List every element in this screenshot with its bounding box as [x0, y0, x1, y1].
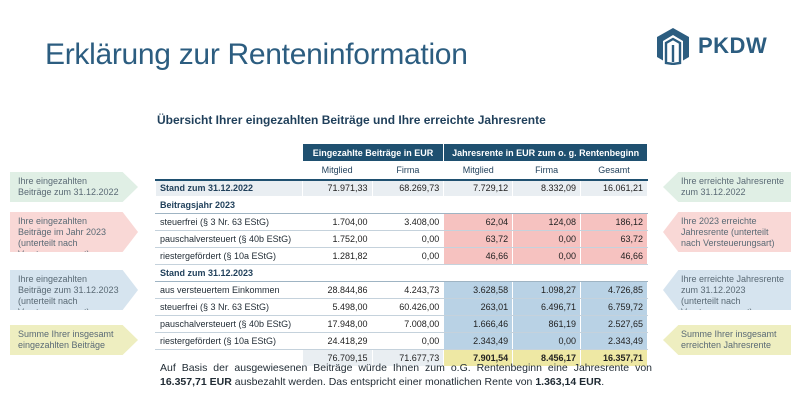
cell-rente-mitglied: 1.666,46 [443, 315, 514, 333]
cell-mitglied: 28.844,86 [301, 281, 373, 299]
table-row: pauschalversteuert (§ 40b EStG) 1.752,00… [155, 230, 648, 248]
cell-mitglied: 5.498,00 [301, 298, 373, 316]
page-title: Erklärung zur Renteninformation [45, 38, 468, 71]
footer-text-2: ausbezahlt werden. Das entspricht einer … [231, 376, 536, 388]
note-right-pension-stand-2023: Ihre erreichte Jahresrente zum 31.12.202… [663, 270, 791, 310]
table-subheader-row: Mitglied Firma Mitglied Firma Gesamt [155, 161, 648, 181]
table-row: steuerfrei (§ 3 Nr. 63 EStG) 5.498,00 60… [155, 298, 648, 316]
note-right-total-pension: Summe Ihrer insgesamt erreichten Jahresr… [663, 325, 791, 355]
cell-rente-mitglied: 263,01 [443, 298, 514, 316]
cell-rente-mitglied: 63,72 [443, 230, 514, 248]
table-row: steuerfrei (§ 3 Nr. 63 EStG) 1.704,00 3.… [155, 213, 648, 231]
cell-rente-mitglied: 62,04 [443, 213, 514, 231]
cell-rente-firma: 124,08 [512, 213, 582, 231]
cell-rente-firma: 0,00 [512, 332, 582, 350]
section-label: Beitragsjahr 2023 [155, 196, 648, 214]
section-label: Stand zum 31.12.2023 [155, 264, 648, 282]
cell-rente-gesamt: 6.759,72 [580, 298, 648, 316]
row-label: steuerfrei (§ 3 Nr. 63 EStG) [155, 298, 303, 316]
table-row-stand-2022: Stand zum 31.12.2022 71.971,33 68.269,73… [155, 179, 648, 197]
table-header-row: Eingezahlte Beiträge in EUR Jahresrente … [155, 143, 648, 162]
cell-rente-mitglied: 7.729,12 [443, 179, 514, 197]
footer-monthly-pension: 1.363,14 EUR [535, 376, 602, 388]
cell-rente-mitglied: 46,66 [443, 247, 514, 265]
subheader-gesamt: Gesamt [580, 161, 648, 181]
table-row: riestergefördert (§ 10a EStG) 1.281,82 0… [155, 247, 648, 265]
cell-firma: 0,00 [371, 230, 445, 248]
cell-rente-firma: 0,00 [512, 247, 582, 265]
footer-annual-pension: 16.357,71 EUR [160, 376, 232, 388]
row-label: aus versteuertem Einkommen [155, 281, 303, 299]
subheader-rente-firma: Firma [512, 161, 582, 181]
cell-rente-gesamt: 4.726,85 [580, 281, 648, 299]
cell-rente-firma: 861,19 [512, 315, 582, 333]
row-label: steuerfrei (§ 3 Nr. 63 EStG) [155, 213, 303, 231]
cell-firma: 0,00 [371, 247, 445, 265]
cell-rente-gesamt: 186,12 [580, 213, 648, 231]
cell-rente-firma: 8.332,09 [512, 179, 582, 197]
cell-firma: 68.269,73 [371, 179, 445, 197]
cell-rente-gesamt: 46,66 [580, 247, 648, 265]
cell-rente-firma: 0,00 [512, 230, 582, 248]
subheader-firma: Firma [371, 161, 445, 181]
row-label: pauschalversteuert (§ 40b EStG) [155, 315, 303, 333]
footer-text-1: Auf Basis der ausgewiesenen Beiträge wür… [160, 362, 652, 374]
pkdw-house-logo-icon [657, 28, 689, 65]
note-left-contributions-2023: Ihre eingezahlten Beiträge im Jahr 2023 … [10, 212, 138, 252]
note-right-pension-2022: Ihre erreichte Jahresrente zum 31.12.202… [663, 172, 791, 202]
table-row: pauschalversteuert (§ 40b EStG) 17.948,0… [155, 315, 648, 333]
logo-text: PKDW [698, 33, 768, 58]
header-contributions: Eingezahlte Beiträge in EUR [301, 143, 445, 162]
cell-rente-gesamt: 2.343,49 [580, 332, 648, 350]
cell-rente-mitglied: 3.628,58 [443, 281, 514, 299]
cell-rente-firma: 6.496,71 [512, 298, 582, 316]
cell-mitglied: 71.971,33 [301, 179, 373, 197]
footer-text-3: . [601, 376, 605, 388]
cell-rente-firma: 1.098,27 [512, 281, 582, 299]
table-row-total: 76.709,15 71.677,73 7.901,54 8.456,17 16… [155, 349, 648, 367]
header-pension: Jahresrente in EUR zum o. g. Rentenbegin… [443, 143, 648, 162]
table-row: aus versteuertem Einkommen 28.844,86 4.2… [155, 281, 648, 299]
row-label: Stand zum 31.12.2022 [155, 179, 303, 197]
cell-rente-gesamt: 16.061,21 [580, 179, 648, 197]
cell-total-rente-mitglied: 7.901,54 [443, 349, 514, 367]
cell-mitglied: 1.281,82 [301, 247, 373, 265]
cell-mitglied: 24.418,29 [301, 332, 373, 350]
cell-total-mitglied: 76.709,15 [301, 349, 373, 367]
cell-rente-mitglied: 2.343,49 [443, 332, 514, 350]
cell-mitglied: 1.704,00 [301, 213, 373, 231]
note-left-contributions-stand-2023: Ihre eingezahlten Beiträge zum 31.12.202… [10, 270, 138, 310]
subheader-mitglied: Mitglied [301, 161, 373, 181]
table-row: riestergefördert (§ 10a EStG) 24.418,29 … [155, 332, 648, 350]
row-label: riestergefördert (§ 10a EStG) [155, 332, 303, 350]
section-subtitle: Übersicht Ihrer eingezahlten Beiträge un… [157, 113, 546, 127]
note-left-total-contributions: Summe Ihrer insgesamt eingezahlten Beitr… [10, 325, 138, 355]
note-left-contributions-2022: Ihre eingezahlten Beiträge zum 31.12.202… [10, 172, 138, 202]
section-row-stand-2023: Stand zum 31.12.2023 [155, 264, 648, 282]
cell-rente-gesamt: 2.527,65 [580, 315, 648, 333]
cell-firma: 4.243,73 [371, 281, 445, 299]
cell-mitglied: 17.948,00 [301, 315, 373, 333]
row-label: riestergefördert (§ 10a EStG) [155, 247, 303, 265]
note-right-pension-2023: Ihre 2023 erreichte Jahresrente (unterte… [663, 212, 791, 252]
subheader-rente-mitglied: Mitglied [443, 161, 514, 181]
cell-firma: 3.408,00 [371, 213, 445, 231]
row-label: pauschalversteuert (§ 40b EStG) [155, 230, 303, 248]
pkdw-logo: PKDW [656, 26, 767, 66]
footer-summary: Auf Basis der ausgewiesenen Beiträge wür… [160, 361, 652, 389]
cell-total-firma: 71.677,73 [371, 349, 445, 367]
cell-firma: 60.426,00 [371, 298, 445, 316]
section-row-2023: Beitragsjahr 2023 [155, 196, 648, 214]
cell-rente-gesamt: 63,72 [580, 230, 648, 248]
cell-mitglied: 1.752,00 [301, 230, 373, 248]
cell-firma: 0,00 [371, 332, 445, 350]
cell-firma: 7.008,00 [371, 315, 445, 333]
contribution-table: Eingezahlte Beiträge in EUR Jahresrente … [155, 143, 648, 367]
cell-total-rente-gesamt: 16.357,71 [580, 349, 648, 367]
